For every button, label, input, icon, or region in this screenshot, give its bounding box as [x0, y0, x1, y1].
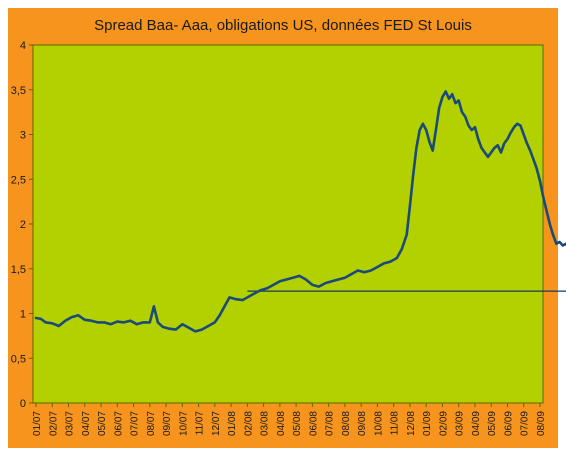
x-tick-label: 01/07 [32, 411, 43, 436]
x-tick-label: 05/09 [487, 411, 498, 436]
x-tick-label: 06/09 [503, 411, 514, 436]
x-tick-label: 08/09 [536, 411, 547, 436]
x-tick-label: 06/07 [113, 411, 124, 436]
series-line [34, 90, 566, 333]
chart-title: Spread Baa- Aaa, obligations US, données… [94, 17, 472, 34]
x-tick-label: 10/08 [373, 411, 384, 436]
x-tick-label: 07/08 [325, 411, 336, 436]
x-tick-label: 01/08 [227, 411, 238, 436]
y-tick-label: 2 [20, 219, 26, 231]
x-tick-label: 06/08 [308, 411, 319, 436]
y-tick-label: 3,5 [11, 85, 26, 97]
x-tick-label: 07/07 [130, 411, 141, 436]
x-tick-label: 02/09 [438, 411, 449, 436]
plot-area [32, 44, 544, 404]
x-tick-label: 08/07 [146, 411, 157, 436]
x-tick-label: 12/07 [211, 411, 222, 436]
x-tick-label: 04/07 [81, 411, 92, 436]
x-tick-label: 03/09 [455, 411, 466, 436]
x-tick-label: 09/08 [357, 411, 368, 436]
y-tick-label: 1,5 [11, 264, 26, 276]
x-tick-label: 07/09 [520, 411, 531, 436]
y-tick-label: 0 [20, 398, 26, 410]
y-tick-label: 0,5 [11, 353, 26, 365]
x-tick-label: 11/08 [390, 411, 401, 436]
x-tick-label: 12/08 [406, 411, 417, 436]
x-tick-label: 03/08 [260, 411, 271, 436]
x-tick-label: 09/07 [162, 411, 173, 436]
y-tick-label: 1 [20, 309, 26, 321]
x-axis: 01/07 02/07 03/07 04/07 05/07 06/07 07/07 08/07… [32, 403, 547, 436]
x-tick-label: 04/09 [471, 411, 482, 436]
x-tick-label: 03/07 [65, 411, 76, 436]
x-tick-label: 11/07 [195, 411, 206, 436]
y-axis: 0 0,5 1 1,5 2 2,5 3 3,5 4 [11, 40, 33, 410]
x-tick-label: 05/07 [97, 411, 108, 436]
y-tick-label: 3 [20, 130, 26, 142]
y-tick-label: 2,5 [11, 174, 26, 186]
x-tick-label: 10/07 [178, 411, 189, 436]
y-tick-label: 4 [20, 40, 26, 52]
x-tick-label: 05/08 [292, 411, 303, 436]
series-layer [34, 90, 566, 333]
x-tick-label: 08/08 [341, 411, 352, 436]
x-tick-label: 01/09 [422, 411, 433, 436]
x-tick-label: 02/08 [243, 411, 254, 436]
x-tick-label: 02/07 [48, 411, 59, 436]
x-tick-label: 04/08 [276, 411, 287, 436]
